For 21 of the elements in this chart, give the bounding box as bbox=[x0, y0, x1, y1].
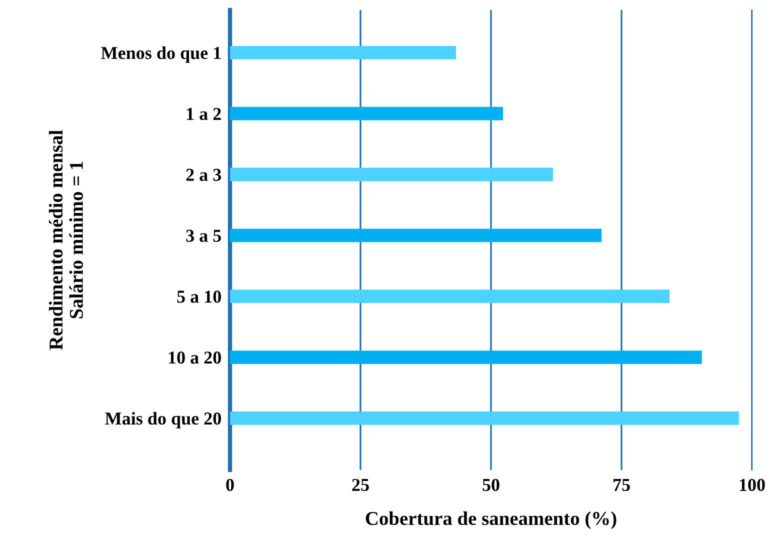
x-tick-label: 25 bbox=[352, 478, 369, 492]
bar bbox=[230, 412, 739, 425]
bar bbox=[230, 106, 504, 120]
bar bbox=[230, 46, 456, 60]
x-axis-title: Cobertura de saneamento (%) bbox=[366, 511, 616, 530]
bar bbox=[230, 168, 554, 182]
bar bbox=[230, 290, 670, 304]
bar bbox=[230, 228, 602, 242]
x-tick-label: 0 bbox=[226, 478, 234, 492]
y-tick-label: 2 a 3 bbox=[186, 168, 222, 181]
x-tick-label: 75 bbox=[614, 479, 630, 492]
y-axis-title: Rendimento médio mensal Salário mínimo = 1 bbox=[48, 130, 83, 350]
y-tick-label: Menos do que 1 bbox=[101, 46, 221, 63]
y-tick-label: 3 a 5 bbox=[186, 230, 222, 242]
y-tick-label: 10 a 20 bbox=[168, 352, 221, 364]
bar bbox=[230, 350, 702, 364]
x-tick-label: 50 bbox=[482, 478, 500, 492]
y-tick-label: Mais do que 20 bbox=[105, 412, 221, 428]
y-tick-label: 5 a 10 bbox=[177, 290, 221, 303]
y-tick-label: 1 a 2 bbox=[187, 108, 221, 120]
x-tick-label: 100 bbox=[740, 478, 765, 492]
